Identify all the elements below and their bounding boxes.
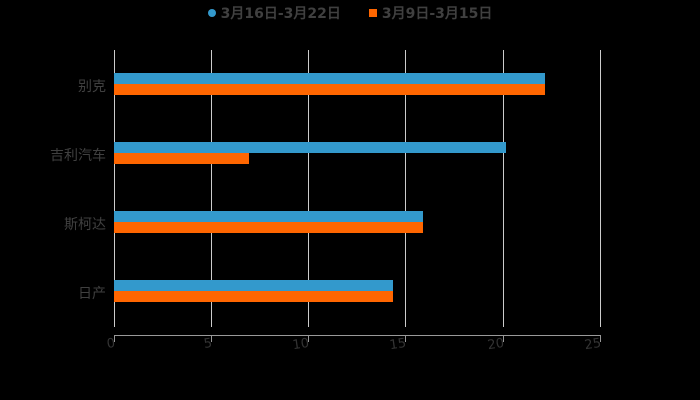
x-tick [308,335,309,342]
x-tick [600,335,601,342]
x-tick-label: 15 [388,336,408,354]
x-tick-label: 25 [583,336,603,354]
gridline-25 [600,50,601,327]
x-axis-line [114,335,601,336]
x-tick-label: 5 [202,336,214,353]
bar-nissan-week-0309[interactable] [114,291,393,302]
gridline-15 [405,50,406,327]
bar-geely-week-0316[interactable] [114,142,506,153]
orange-square-marker-icon [368,9,377,17]
bar-buick-week-0309[interactable] [114,84,545,95]
gridline-20 [503,50,504,327]
x-tick [405,335,406,342]
x-tick [114,335,115,342]
x-tick-label: 10 [291,336,311,354]
gridline-5 [211,50,212,327]
bar-buick-week-0316[interactable] [114,73,545,84]
bar-nissan-week-0316[interactable] [114,280,393,291]
category-label-skoda: 斯柯达 [64,217,106,233]
bar-geely-week-0309[interactable] [114,153,249,164]
category-label-nissan: 日产 [78,286,106,302]
category-label-geely: 吉利汽车 [50,148,106,164]
gridline-0 [114,50,115,327]
legend-item-week-0309[interactable]: 3月9日-3月15日 [368,3,493,23]
legend-item-week-0316[interactable]: 3月16日-3月22日 [207,3,341,23]
gridline-10 [308,50,309,327]
legend-label: 3月9日-3月15日 [381,6,493,22]
chart-legend: 3月16日-3月22日 3月9日-3月15日 [0,3,700,23]
blue-circle-marker-icon [207,9,216,17]
x-tick-label: 0 [105,336,117,353]
x-tick-label: 20 [486,336,506,354]
bar-skoda-week-0316[interactable] [114,211,423,222]
category-label-buick: 别克 [78,79,106,95]
legend-label: 3月16日-3月22日 [220,6,341,22]
x-tick [503,335,504,342]
bar-skoda-week-0309[interactable] [114,222,423,233]
x-tick [211,335,212,342]
